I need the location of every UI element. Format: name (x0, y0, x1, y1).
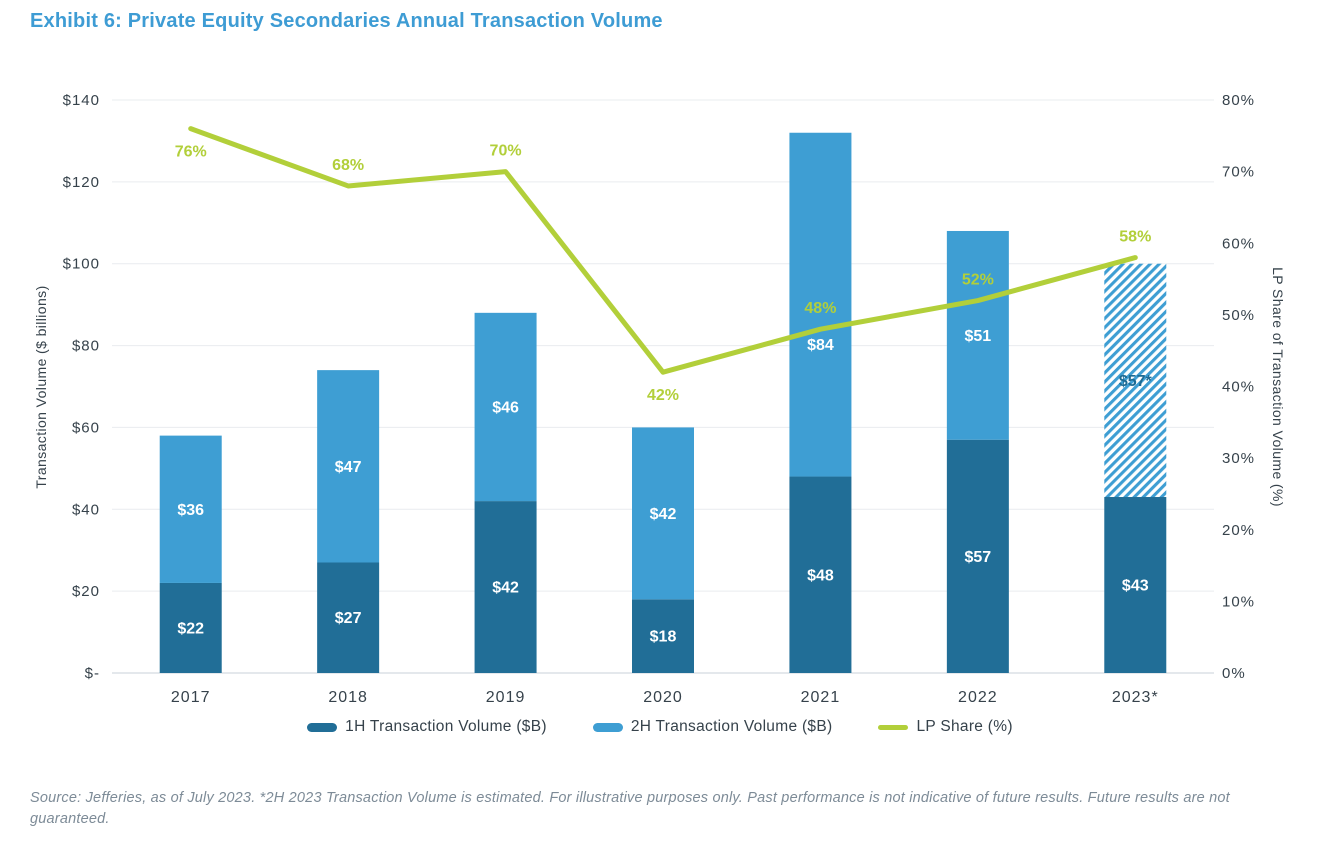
x-tick-2018: 2018 (328, 689, 368, 706)
bar-2022-2h (946, 230, 1009, 440)
bar-label-2019-1h: $42 (492, 580, 519, 597)
lp-share-label-2018: 68% (332, 157, 364, 174)
bar-label-2021-1h: $48 (807, 567, 834, 584)
lp-share-label-2023*: 58% (1119, 229, 1151, 246)
y-right-tick: 40% (1222, 379, 1255, 396)
y-right-tick: 0% (1222, 665, 1246, 682)
y-left-tick: $40 (72, 501, 100, 518)
bar-2023*-1h (1104, 497, 1167, 673)
x-tick-2019: 2019 (486, 689, 526, 706)
bar-label-2018-2h: $47 (335, 459, 362, 476)
legend-label-lp-share: LP Share (%) (916, 718, 1013, 735)
bar-label-2020-2h: $42 (650, 506, 677, 523)
bar-label-2022-2h: $51 (965, 328, 992, 345)
lp-share-polyline (188, 126, 1138, 375)
y-left-tick: $140 (63, 92, 100, 109)
bar-2022-1h (946, 439, 1009, 673)
y-right-axis-title: LP Share of Transaction Volume (%) (1270, 267, 1286, 507)
y-left-tick: $20 (72, 583, 100, 600)
x-tick-2021: 2021 (801, 689, 841, 706)
legend-item-1h: 1H Transaction Volume ($B) (307, 718, 547, 736)
y-right-tick: 70% (1222, 164, 1255, 181)
bar-2020-2h (632, 427, 694, 600)
legend-label-2h: 2H Transaction Volume ($B) (630, 718, 833, 735)
x-tick-2023*: 2023* (1112, 689, 1159, 706)
lp-share-label-2020: 42% (647, 387, 679, 404)
bar-2019-2h (474, 312, 537, 502)
bar-label-2018-1h: $27 (335, 610, 362, 627)
page-title: Exhibit 6: Private Equity Secondaries An… (30, 10, 663, 32)
bar-label-2017-1h: $22 (177, 620, 204, 637)
bars (159, 132, 1167, 673)
bar-2018-2h (317, 370, 380, 563)
bar-2019-1h (474, 501, 537, 673)
legend-swatch-2h (592, 722, 623, 732)
y-left-tick: $80 (72, 338, 100, 355)
bar-label-2017-2h: $36 (177, 502, 204, 519)
bar-label-2020-1h: $18 (650, 629, 677, 646)
lp-share-label-2017: 76% (175, 144, 207, 161)
legend-item-2h: 2H Transaction Volume ($B) (592, 718, 833, 736)
legend-swatch-1h (307, 722, 338, 732)
source-note: Source: Jefferies, as of July 2023. *2H … (30, 790, 1230, 828)
bar-2017-2h (159, 435, 222, 583)
y-right-tick: 80% (1222, 92, 1255, 109)
y-left-tick: $100 (63, 256, 100, 273)
bar-label-2023*-2h: $57* (1119, 373, 1153, 390)
bar-2018-1h (317, 562, 380, 673)
y-left-axis-title: Transaction Volume ($ billions) (33, 285, 49, 488)
bar-2017-1h (159, 582, 222, 673)
legend-item-lp-share: LP Share (%) (878, 718, 1013, 736)
y-right-tick: 30% (1222, 450, 1255, 467)
data-labels: $22 $36 $27 $47 $42 $46 $18 $42 $48 $84 $57 $51 $43 $… (175, 143, 1153, 646)
y-right-tick: 60% (1222, 235, 1255, 252)
lp-share-label-2022: 52% (962, 272, 994, 289)
bar-2021-2h (789, 132, 852, 477)
bar-label-2022-1h: $57 (965, 549, 992, 566)
y-right-tick: 50% (1222, 307, 1255, 324)
chart-legend: 1H Transaction Volume ($B) 2H Transactio… (0, 718, 1320, 736)
y-left-tick: $120 (63, 174, 100, 191)
bar-label-2021-2h: $84 (807, 337, 834, 354)
lp-share-label-2019: 70% (490, 143, 522, 160)
axes: $- $20 $40 $60 $80 $100 $120 $140 0% 10% 20% 30% 40%… (33, 92, 1286, 706)
bar-2023*-2h-estimated (1104, 263, 1167, 498)
x-tick-2022: 2022 (958, 689, 998, 706)
lp-share-line (188, 126, 1138, 375)
bar-label-2019-2h: $46 (492, 399, 519, 416)
lp-share-label-2021: 48% (804, 300, 836, 317)
bar-label-2023*-1h: $43 (1122, 578, 1149, 595)
x-tick-2017: 2017 (171, 689, 211, 706)
bar-2020-1h (632, 599, 694, 673)
y-right-tick: 10% (1222, 593, 1255, 610)
legend-swatch-lp-share (878, 724, 909, 730)
legend-label-1h: 1H Transaction Volume ($B) (345, 718, 547, 735)
y-right-tick: 20% (1222, 522, 1255, 539)
x-tick-2020: 2020 (643, 689, 683, 706)
bar-2021-1h (789, 476, 852, 673)
y-left-tick: $- (85, 665, 100, 682)
y-left-tick: $60 (72, 419, 100, 436)
